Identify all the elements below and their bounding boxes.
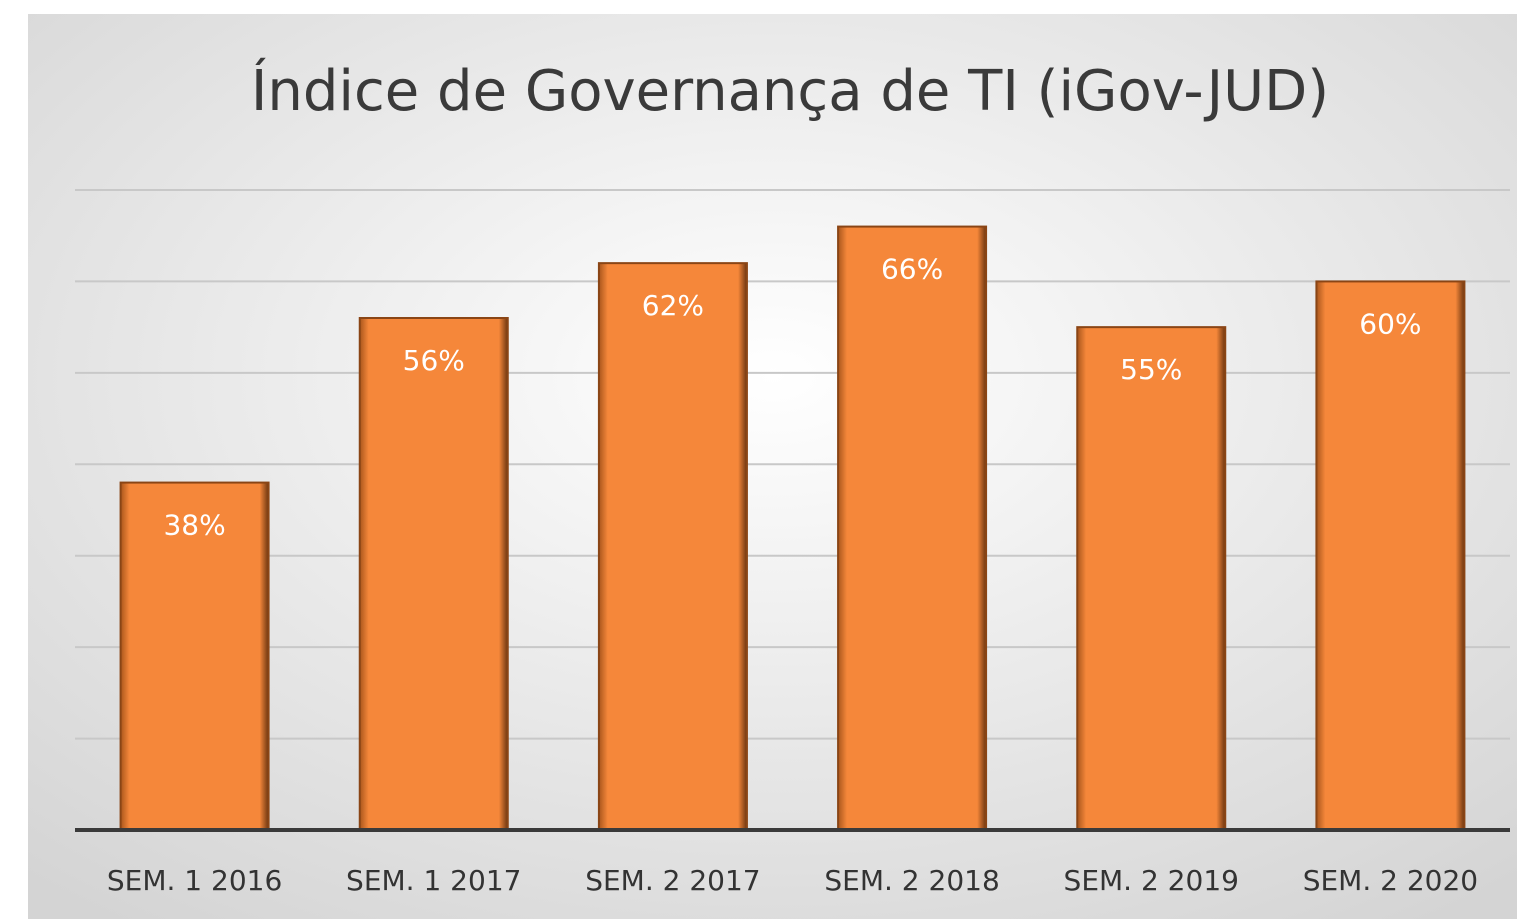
bar: [358, 317, 509, 831]
data-label: 56%: [403, 344, 465, 377]
data-label: 66%: [881, 253, 943, 286]
x-tick-label: SEM. 2 2018: [824, 864, 999, 897]
bar: [597, 262, 748, 831]
bar: [1076, 326, 1227, 831]
data-label: 62%: [642, 289, 704, 322]
chart-title: Índice de Governança de TI (iGov-JUD): [251, 58, 1329, 124]
x-tick-label: SEM. 2 2017: [585, 864, 760, 897]
data-label: 55%: [1120, 353, 1182, 386]
x-tick-label: SEM. 2 2019: [1064, 864, 1239, 897]
background: [28, 14, 1517, 919]
data-label: 38%: [163, 509, 225, 542]
x-tick-label: SEM. 1 2016: [107, 864, 282, 897]
x-tick-label: SEM. 2 2020: [1303, 864, 1478, 897]
bar: [119, 481, 270, 831]
data-label: 60%: [1359, 307, 1421, 340]
x-tick-label: SEM. 1 2017: [346, 864, 521, 897]
bar: [1315, 280, 1466, 831]
bar: [837, 225, 988, 832]
